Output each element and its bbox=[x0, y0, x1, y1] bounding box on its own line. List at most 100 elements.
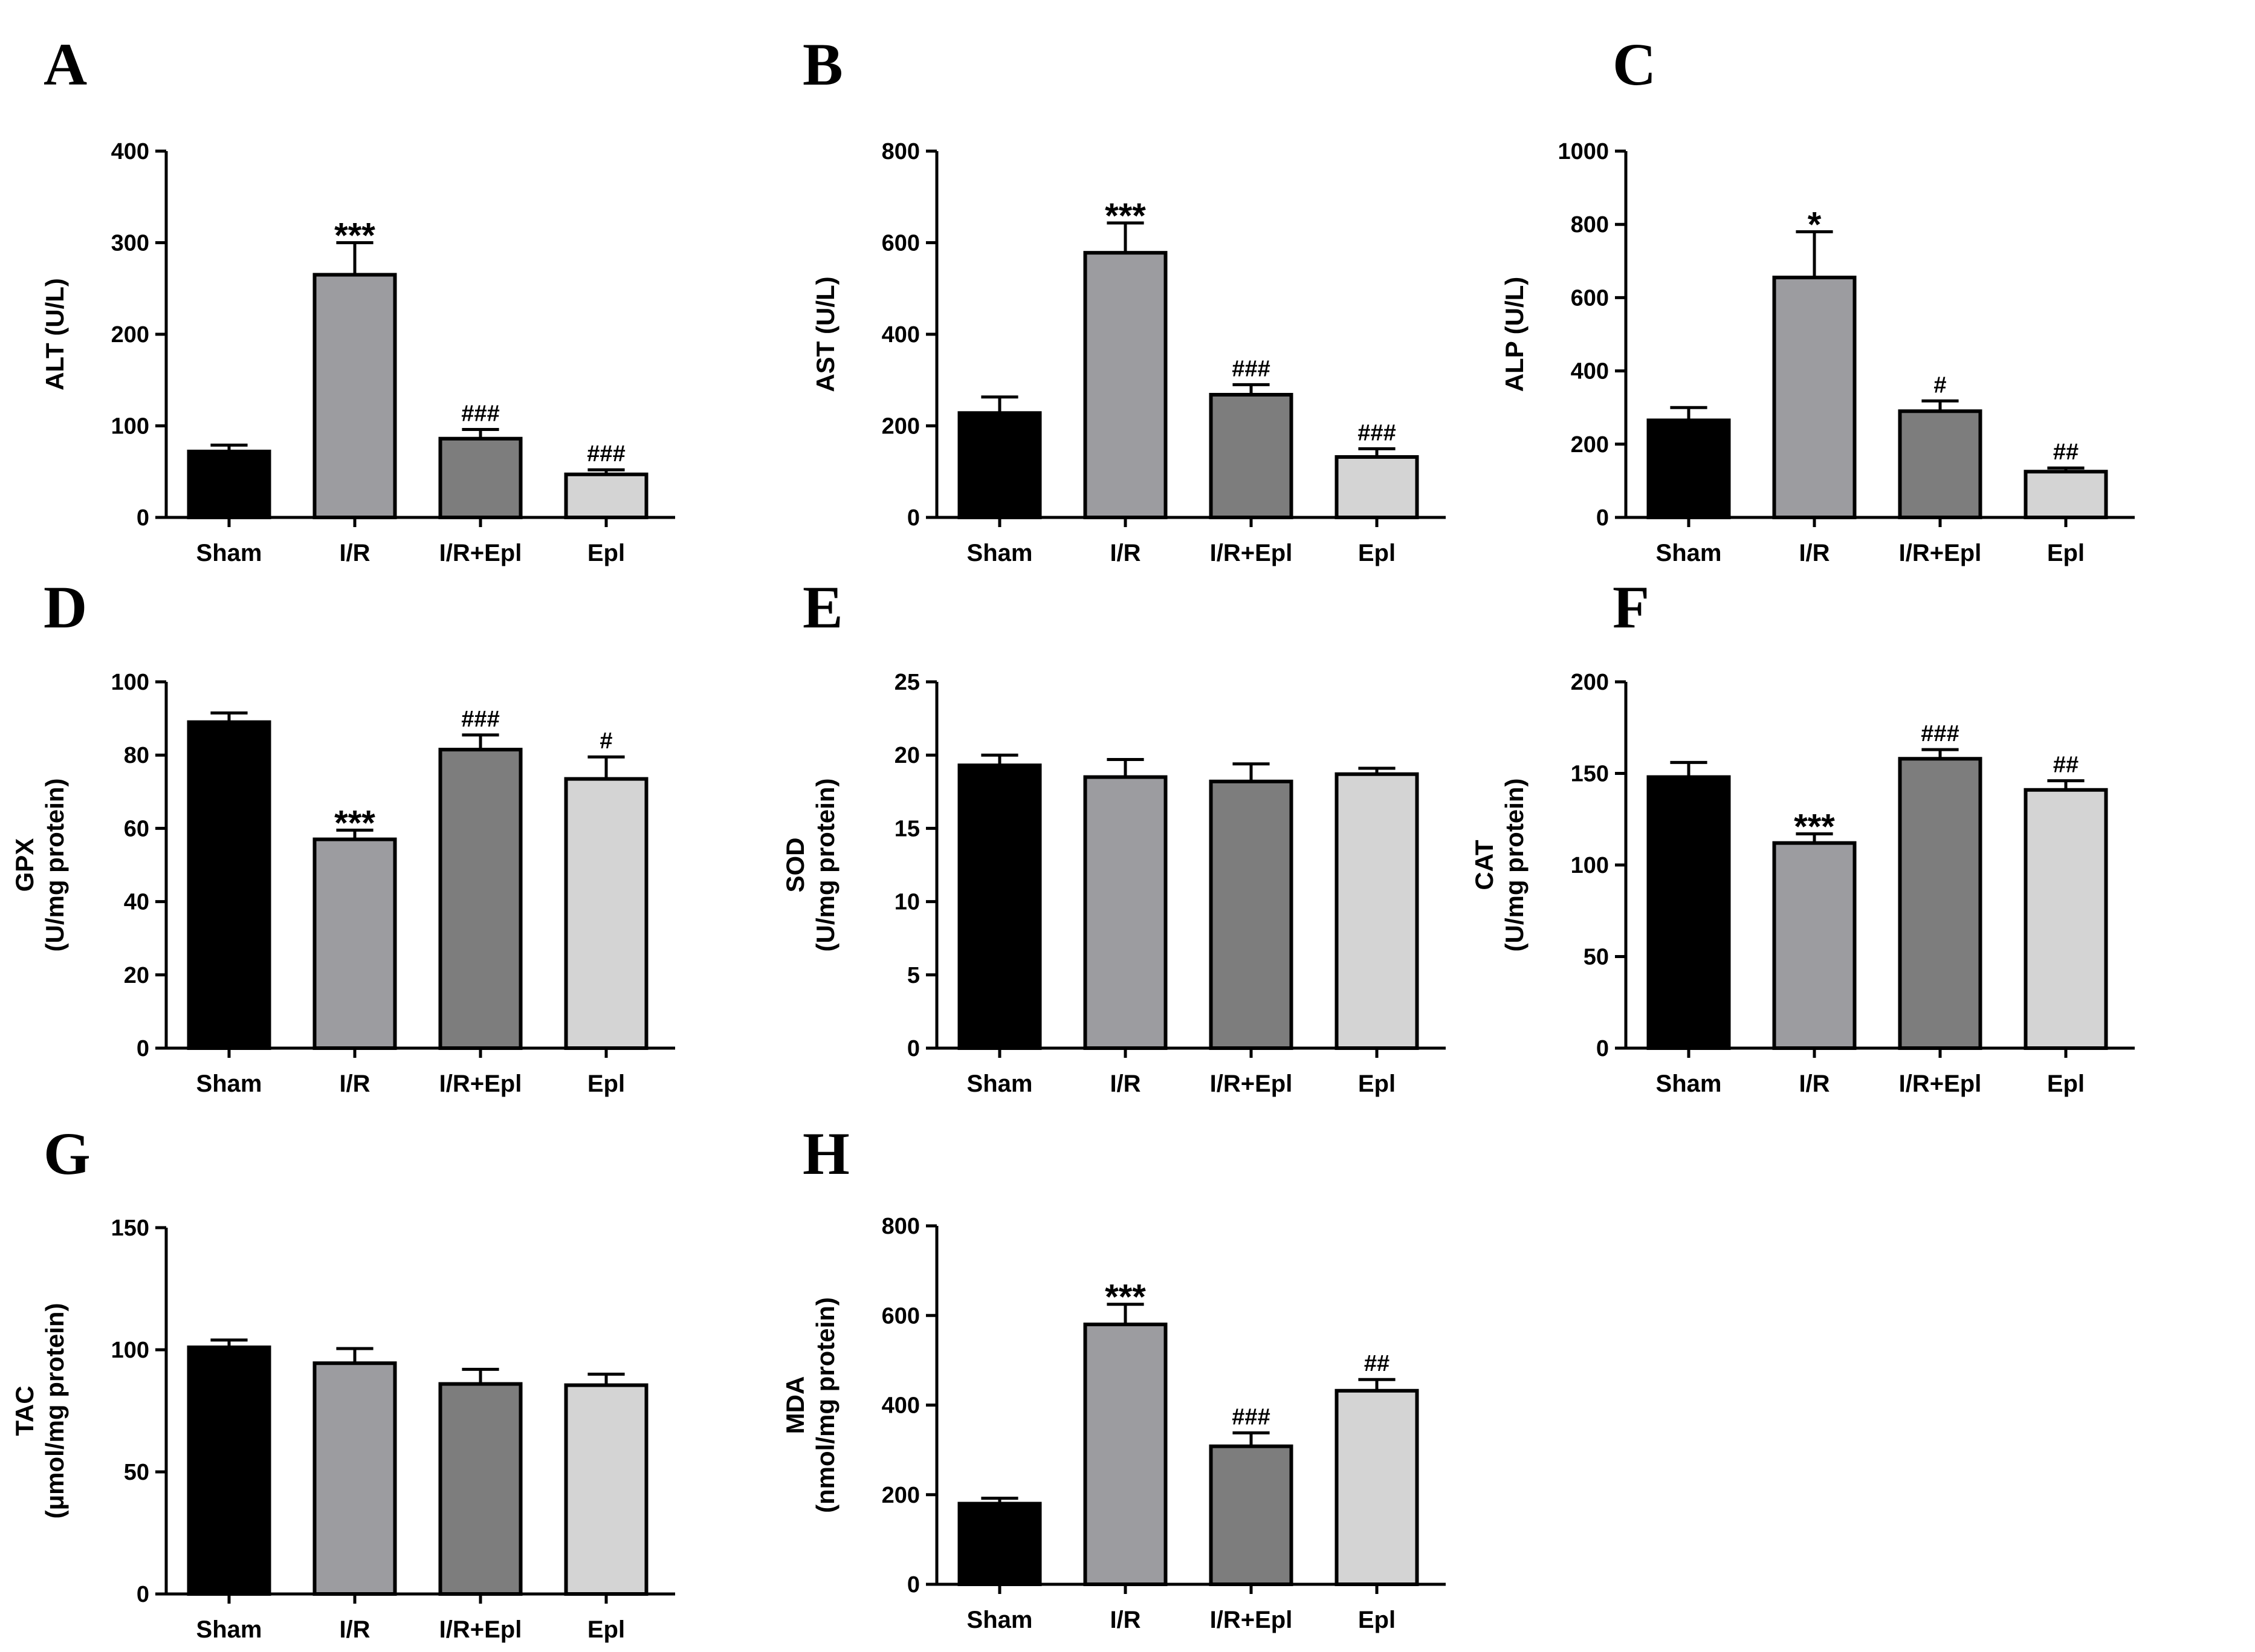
x-tick-label-d-epl: Epl bbox=[587, 1071, 625, 1097]
significance-a-i-r: *** bbox=[334, 216, 375, 256]
y-tick-label-e-5: 5 bbox=[907, 963, 920, 988]
x-tick-label-b-i-r-epl: I/R+Epl bbox=[1210, 540, 1293, 566]
y-tick-label-g-50: 50 bbox=[124, 1460, 149, 1485]
x-tick-label-a-i-r: I/R bbox=[339, 540, 370, 566]
y-axis-title-f-line-2: (U/mg protein) bbox=[1500, 779, 1529, 952]
y-tick-label-a-0: 0 bbox=[137, 505, 149, 531]
x-tick-label-f-sham: Sham bbox=[1656, 1071, 1722, 1097]
y-tick-label-f-200: 200 bbox=[1571, 670, 1609, 695]
y-tick-label-e-15: 15 bbox=[895, 816, 920, 841]
bar-d-i-r-epl bbox=[438, 748, 523, 1050]
significance-d-i-r-epl: ### bbox=[461, 707, 499, 732]
error-bar-c-sham bbox=[1670, 406, 1707, 421]
significance-d-i-r: *** bbox=[334, 803, 375, 843]
y-tick-label-e-10: 10 bbox=[895, 890, 920, 915]
error-bar-f-i-r-epl bbox=[1921, 748, 1959, 759]
error-bar-b-i-r bbox=[1107, 221, 1144, 253]
error-bar-c-i-r bbox=[1796, 230, 1833, 278]
x-tick-label-g-epl: Epl bbox=[587, 1616, 625, 1643]
panel-letter-e: E bbox=[803, 574, 843, 641]
error-bar-e-epl bbox=[1358, 766, 1396, 774]
y-tick-label-c-400: 400 bbox=[1571, 359, 1609, 384]
x-tick-label-c-i-r-epl: I/R+Epl bbox=[1899, 540, 1982, 566]
panel-letter-f: F bbox=[1613, 574, 1649, 641]
significance-f-i-r-epl: ### bbox=[1921, 721, 1959, 747]
bar-e-epl bbox=[1335, 772, 1419, 1051]
x-tick-label-a-epl: Epl bbox=[587, 540, 625, 566]
bar-a-sham bbox=[187, 449, 271, 519]
panel-b: B AST (U/L) Sham *** I/R ### I/R+Epl ### Epl 0 200… bbox=[803, 31, 1446, 566]
y-axis-title-f-line-1: CAT bbox=[1470, 840, 1498, 890]
bar-f-i-r-epl bbox=[1898, 757, 1982, 1050]
y-tick-label-e-20: 20 bbox=[895, 743, 920, 768]
x-tick-label-h-sham: Sham bbox=[967, 1607, 1033, 1633]
y-tick-label-a-300: 300 bbox=[111, 231, 149, 256]
significance-c-i-r-epl: # bbox=[1933, 372, 1946, 398]
y-tick-label-f-50: 50 bbox=[1584, 945, 1609, 970]
bar-a-i-r bbox=[312, 273, 397, 519]
panel-letter-a: A bbox=[44, 31, 87, 98]
error-bar-g-epl bbox=[587, 1372, 625, 1385]
y-tick-label-b-200: 200 bbox=[882, 414, 920, 439]
error-bar-c-epl bbox=[2047, 466, 2085, 472]
y-tick-label-b-0: 0 bbox=[907, 505, 920, 531]
x-tick-label-d-i-r-epl: I/R+Epl bbox=[439, 1071, 522, 1097]
x-tick-label-b-sham: Sham bbox=[967, 540, 1033, 566]
error-bar-b-epl bbox=[1358, 447, 1396, 458]
x-tick-label-c-i-r: I/R bbox=[1799, 540, 1830, 566]
panel-letter-d: D bbox=[44, 574, 87, 641]
bar-g-sham bbox=[187, 1345, 271, 1596]
error-bar-e-i-r bbox=[1107, 757, 1144, 777]
y-tick-label-c-1000: 1000 bbox=[1558, 139, 1609, 164]
y-axis-title-b: AST (U/L) bbox=[811, 276, 840, 392]
bar-e-i-r bbox=[1083, 775, 1168, 1051]
significance-a-epl: ### bbox=[587, 441, 625, 467]
y-axis-title-g-line-2: (μmol/mg protein) bbox=[40, 1303, 69, 1519]
panel-letter-c: C bbox=[1613, 31, 1656, 98]
error-bar-f-sham bbox=[1670, 760, 1707, 777]
y-tick-label-h-800: 800 bbox=[882, 1214, 920, 1239]
panel-letter-g: G bbox=[44, 1120, 91, 1187]
error-bar-a-i-r-epl bbox=[462, 428, 499, 439]
x-tick-label-h-i-r: I/R bbox=[1110, 1607, 1140, 1633]
y-tick-label-f-0: 0 bbox=[1596, 1036, 1609, 1061]
bar-h-i-r-epl bbox=[1209, 1444, 1293, 1587]
significance-b-epl: ### bbox=[1357, 420, 1396, 445]
y-tick-label-e-0: 0 bbox=[907, 1036, 920, 1061]
y-tick-label-d-60: 60 bbox=[124, 816, 149, 841]
y-tick-label-h-200: 200 bbox=[882, 1483, 920, 1508]
y-tick-label-f-100: 100 bbox=[1571, 853, 1609, 878]
x-tick-label-b-i-r: I/R bbox=[1110, 540, 1140, 566]
bar-b-sham bbox=[957, 411, 1042, 519]
bar-e-sham bbox=[957, 763, 1042, 1050]
y-tick-label-h-600: 600 bbox=[882, 1303, 920, 1329]
y-tick-label-c-0: 0 bbox=[1596, 505, 1609, 531]
y-tick-label-d-80: 80 bbox=[124, 743, 149, 768]
bar-c-epl bbox=[2024, 470, 2108, 519]
y-axis-title-d-line-2: (U/mg protein) bbox=[40, 779, 69, 952]
y-axis-title-e-line-1: SOD bbox=[781, 837, 809, 892]
y-axis-title-d-line-1: GPX bbox=[10, 838, 39, 892]
panel-e: E SOD (U/mg protein) Sham I/R I/R+Epl Epl 0 5 10 1… bbox=[781, 574, 1446, 1097]
bar-a-epl bbox=[564, 472, 649, 519]
y-axis-title-a: ALT (U/L) bbox=[40, 278, 69, 390]
bar-d-epl bbox=[564, 777, 649, 1050]
x-tick-label-g-i-r-epl: I/R+Epl bbox=[439, 1616, 522, 1643]
significance-f-epl: ## bbox=[2053, 753, 2079, 778]
error-bar-h-epl bbox=[1358, 1378, 1396, 1391]
y-tick-label-d-0: 0 bbox=[137, 1036, 149, 1061]
error-bar-a-epl bbox=[587, 468, 625, 475]
y-tick-label-g-100: 100 bbox=[111, 1338, 149, 1363]
panel-letter-b: B bbox=[803, 31, 843, 98]
bar-f-epl bbox=[2024, 788, 2108, 1051]
y-axis-title-c: ALP (U/L) bbox=[1500, 277, 1529, 392]
y-tick-label-c-600: 600 bbox=[1571, 285, 1609, 311]
error-bar-h-i-r bbox=[1107, 1303, 1144, 1325]
panel-h: H MDA (nmol/mg protein) Sham *** I/R ### I/R+Ep… bbox=[781, 1120, 1446, 1633]
x-tick-label-a-sham: Sham bbox=[196, 540, 262, 566]
significance-d-epl: # bbox=[600, 728, 612, 754]
significance-h-i-r-epl: ### bbox=[1232, 1404, 1270, 1430]
y-axis-title-h-line-1: MDA bbox=[781, 1376, 809, 1434]
error-bar-e-i-r-epl bbox=[1232, 762, 1270, 782]
